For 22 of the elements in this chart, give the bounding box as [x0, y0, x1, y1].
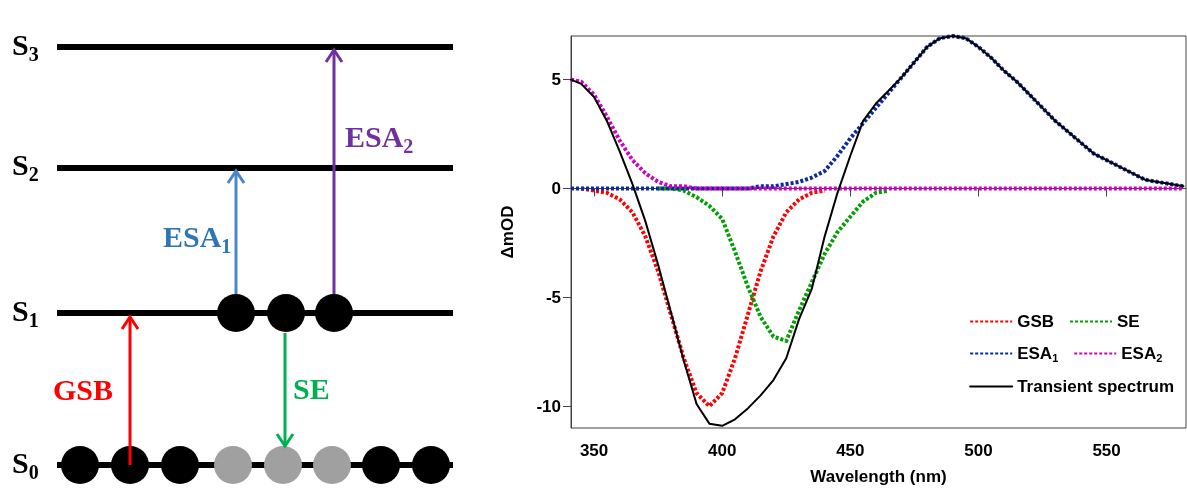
y-tick-label: 0	[551, 178, 561, 198]
y-tick-label: -10	[536, 396, 561, 416]
x-tick-label: 550	[1092, 441, 1121, 460]
x-tick-label: 450	[836, 441, 865, 460]
y-tick-label: 5	[551, 70, 561, 90]
text: GSB	[53, 373, 114, 406]
y-axis-title: ΔmOD	[498, 205, 517, 259]
y-tick-label: -5	[545, 287, 561, 307]
text: S$_{2}$	[12, 148, 39, 185]
text: S$_{0}$	[12, 446, 39, 483]
legend-label: SE	[1117, 312, 1140, 331]
x-tick-label: 500	[964, 441, 993, 460]
text: ESA$_{2}$	[345, 120, 414, 157]
text: SE	[293, 372, 330, 405]
x-axis-title: Wavelength (nm)	[810, 467, 947, 486]
x-tick-label: 400	[708, 441, 737, 460]
text: ESA$_{1}$	[163, 220, 232, 257]
text: S$_{1}$	[12, 294, 39, 331]
legend-label: GSB	[1017, 312, 1055, 331]
x-tick-label: 350	[579, 441, 609, 460]
legend-label: Transient spectrum	[1017, 377, 1174, 396]
text: S$_{3}$	[12, 28, 39, 65]
